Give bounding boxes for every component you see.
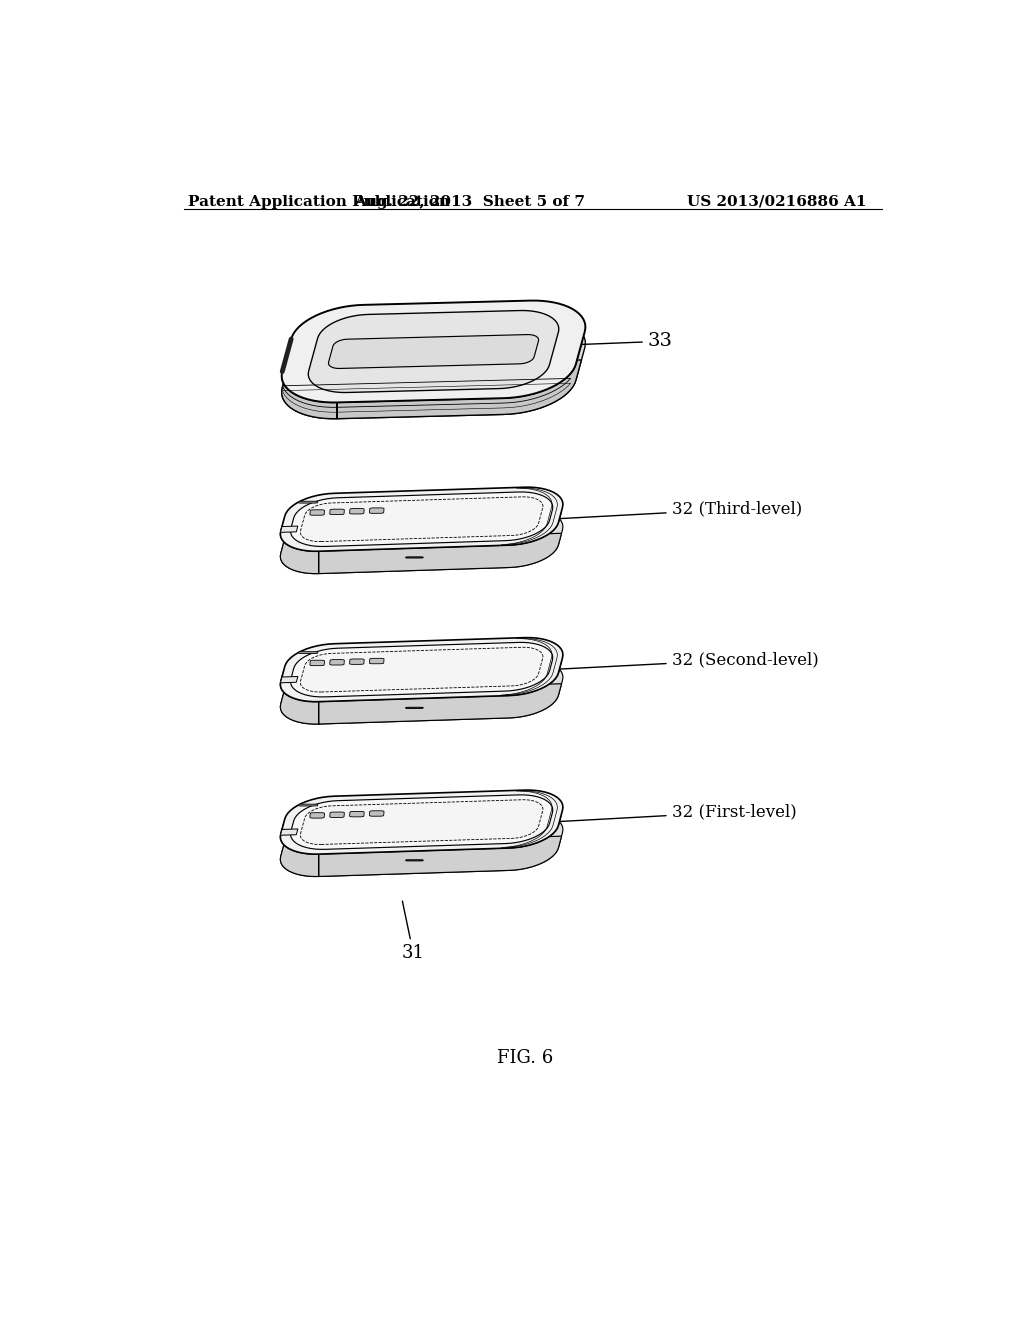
Polygon shape (281, 812, 563, 876)
Polygon shape (370, 659, 384, 664)
Polygon shape (370, 810, 384, 816)
Polygon shape (282, 317, 586, 418)
Polygon shape (349, 508, 365, 513)
Text: 32 (Second-level): 32 (Second-level) (551, 651, 818, 669)
Polygon shape (300, 496, 543, 541)
Polygon shape (281, 676, 298, 682)
Polygon shape (281, 527, 298, 532)
Polygon shape (310, 813, 325, 818)
Polygon shape (281, 511, 561, 574)
Text: 32 (First-level): 32 (First-level) (551, 804, 797, 822)
Polygon shape (281, 510, 563, 574)
Polygon shape (329, 334, 539, 368)
Polygon shape (310, 660, 325, 665)
Polygon shape (281, 638, 563, 702)
Polygon shape (299, 502, 317, 503)
Text: US 2013/0216886 A1: US 2013/0216886 A1 (686, 195, 866, 209)
Polygon shape (282, 343, 582, 418)
Text: 31: 31 (401, 902, 425, 962)
Text: Patent Application Publication: Patent Application Publication (187, 195, 450, 209)
Polygon shape (281, 829, 298, 836)
Polygon shape (308, 310, 559, 392)
Polygon shape (349, 812, 365, 817)
Polygon shape (281, 487, 563, 552)
Polygon shape (330, 812, 344, 817)
Polygon shape (281, 791, 563, 854)
Text: FIG. 6: FIG. 6 (497, 1049, 553, 1067)
Polygon shape (281, 660, 563, 725)
Text: 32 (Third-level): 32 (Third-level) (551, 500, 802, 519)
Polygon shape (330, 660, 344, 665)
Polygon shape (310, 510, 325, 515)
Polygon shape (281, 814, 561, 876)
Polygon shape (349, 659, 365, 664)
Polygon shape (282, 301, 586, 403)
Polygon shape (300, 647, 543, 692)
Polygon shape (299, 652, 317, 653)
Polygon shape (291, 492, 553, 546)
Polygon shape (370, 508, 384, 513)
Text: 33: 33 (559, 333, 673, 350)
Polygon shape (291, 643, 553, 697)
Polygon shape (291, 795, 553, 849)
Polygon shape (299, 804, 317, 807)
Polygon shape (281, 661, 561, 725)
Polygon shape (300, 800, 543, 845)
Polygon shape (330, 510, 344, 515)
Text: Aug. 22, 2013  Sheet 5 of 7: Aug. 22, 2013 Sheet 5 of 7 (353, 195, 585, 209)
